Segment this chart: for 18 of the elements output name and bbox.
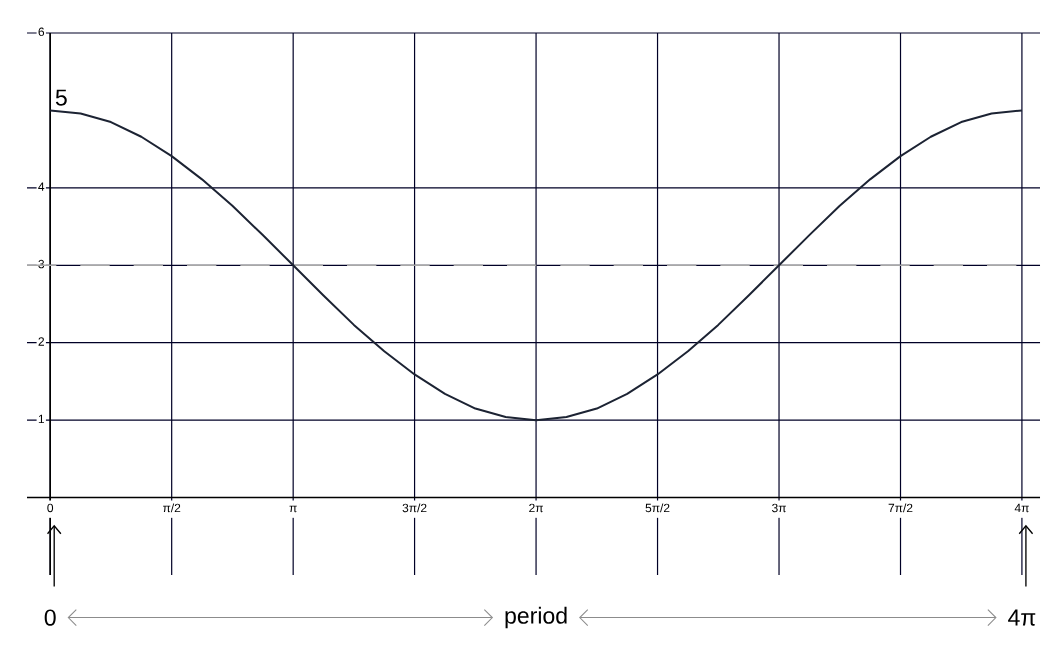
x-tick-label: π/2 [163,503,181,513]
x-tick-label: 7π/2 [888,503,913,513]
text: 4π [1008,609,1036,626]
text: period [505,606,567,629]
y-tick-label: 1 [38,414,45,424]
y-tick-label: 4 [38,182,45,191]
x-tick-label: 0 [47,503,54,513]
x-tick-label: 2π [529,503,544,513]
y-tick-label: 2 [38,337,44,346]
x-tick-label: 3π/2 [402,503,427,513]
x-tick-label: 4π [1014,503,1029,513]
x-tick-label: 5π/2 [645,503,670,513]
x-tick-label: π [289,505,297,513]
y-tick-label: 6 [38,27,45,37]
annotation: 5 [55,89,67,106]
x-tick-label: 3π [772,503,786,513]
line-series [49,109,1023,422]
text: 0 [44,609,56,626]
